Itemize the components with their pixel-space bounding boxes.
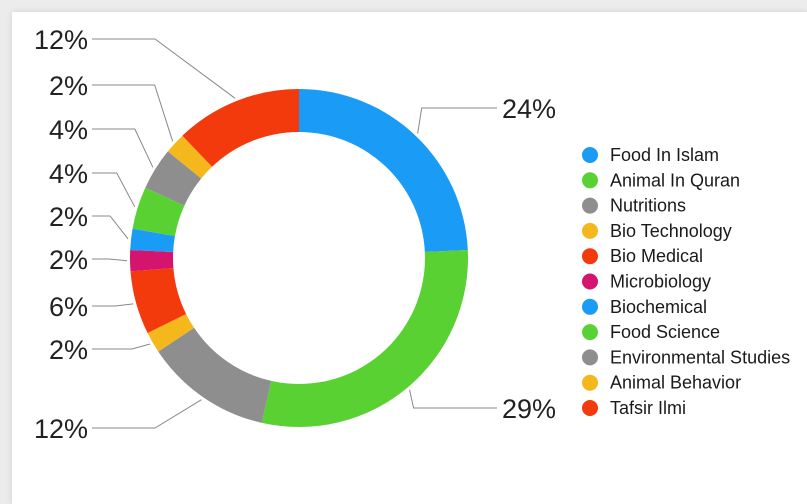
legend-swatch — [582, 349, 598, 366]
percent-label: 12% — [34, 25, 88, 55]
slice-tafsir-ilmi — [182, 89, 299, 167]
leader-line — [92, 84, 174, 142]
percent-label: 2% — [49, 335, 88, 365]
legend-swatch — [582, 248, 598, 265]
percent-labels: 24% 29% 12% 2% 6% 2% 2% 4% 4% 2% 12% — [34, 25, 556, 444]
slice-bio-technology — [147, 313, 195, 352]
legend-swatch — [582, 147, 598, 163]
legend-swatch — [582, 172, 598, 189]
slice-environmental-studies — [145, 151, 202, 206]
legend-swatch — [582, 374, 598, 391]
slice-bio-medical — [130, 267, 187, 334]
leader-line — [92, 128, 154, 168]
leader-line — [92, 303, 134, 307]
donut-chart: 24% 29% 12% 2% 6% 2% 2% 4% 4% 2% 12% Food In Islam… — [34, 25, 790, 444]
leader-line — [92, 258, 128, 262]
legend-label: Food In Islam — [610, 145, 719, 165]
slice-animal-behavior — [167, 135, 213, 179]
legend-swatch — [582, 324, 598, 341]
legend-label: Animal In Quran — [610, 170, 740, 190]
leader-line — [409, 389, 497, 409]
legend-label: Nutritions — [610, 196, 686, 216]
slice-nutritions — [158, 327, 272, 423]
leader-lines — [92, 38, 497, 429]
legend-label: Biochemical — [610, 297, 707, 317]
leader-line — [92, 215, 129, 240]
percent-label: 4% — [49, 159, 88, 189]
percent-label: 6% — [49, 292, 88, 322]
percent-label: 2% — [49, 245, 88, 275]
percent-label: 24% — [502, 94, 556, 124]
legend-swatch — [582, 222, 598, 239]
percent-label: 4% — [49, 115, 88, 145]
slice-food-in-islam — [299, 89, 468, 253]
legend-label: Tafsir Ilmi — [610, 398, 686, 418]
slice-food-science — [132, 187, 185, 237]
legend-swatch — [582, 273, 598, 290]
percent-label: 29% — [502, 394, 556, 424]
legend-swatch — [582, 400, 598, 416]
chart-card: 24% 29% 12% 2% 6% 2% 2% 4% 4% 2% 12% Food In Islam… — [12, 12, 807, 504]
percent-label: 12% — [34, 414, 88, 444]
legend-label: Animal Behavior — [610, 373, 741, 393]
legend-label: Food Science — [610, 322, 720, 342]
legend-label: Bio Technology — [610, 221, 732, 241]
slice-animal-in-quran — [261, 249, 469, 428]
donut-slices — [130, 89, 469, 428]
legend-label: Environmental Studies — [610, 347, 790, 367]
slice-biochemical — [130, 228, 175, 253]
legend: Food In Islam Animal In Quran Nutritions Bi… — [582, 145, 790, 418]
slice-microbiology — [130, 249, 174, 272]
legend-swatch — [582, 298, 598, 315]
percent-label: 2% — [49, 71, 88, 101]
leader-line — [92, 172, 136, 208]
leader-line — [417, 107, 497, 134]
percent-label: 2% — [49, 202, 88, 232]
legend-label: Bio Medical — [610, 246, 703, 266]
leader-line — [92, 399, 202, 429]
legend-swatch — [582, 197, 598, 214]
leader-line — [92, 38, 236, 99]
leader-line — [92, 343, 151, 350]
legend-label: Microbiology — [610, 272, 711, 292]
